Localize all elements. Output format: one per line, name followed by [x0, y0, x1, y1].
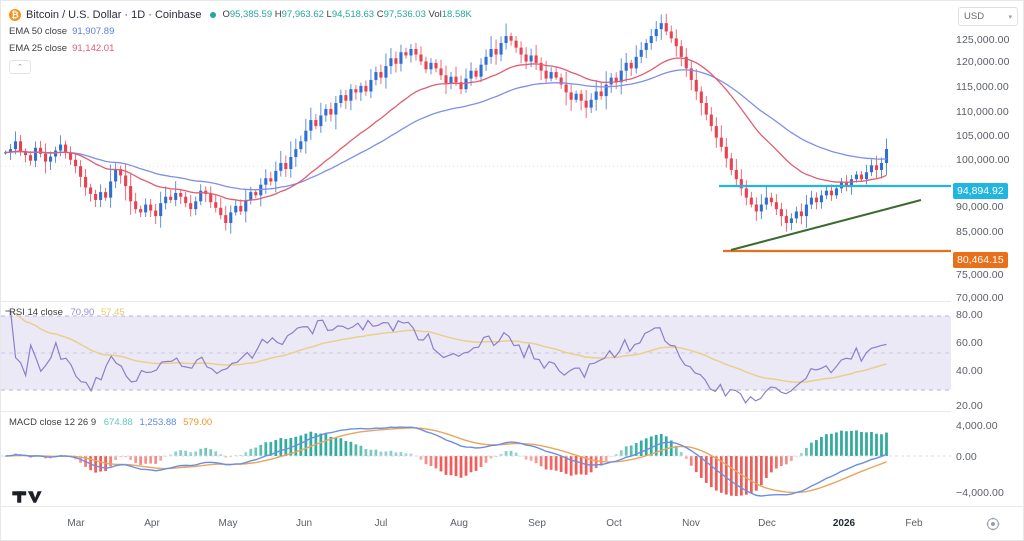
- ohlc-values: O95,385.59 H97,963.62 L94,518.63 C97,536…: [222, 9, 471, 20]
- volume-value: 18.58K: [441, 9, 472, 20]
- time-axis-tick: Sep: [528, 518, 546, 529]
- price-axis-tick: 90,000.00: [956, 201, 1004, 213]
- rsi-axis-tick: 60.00: [956, 337, 983, 349]
- rsi-pane[interactable]: [1, 302, 951, 410]
- ema-50-line: [5, 69, 887, 191]
- macd-legend-label: MACD close 12 26 9: [9, 417, 97, 428]
- ohlc-open-value: 95,385.59: [229, 9, 273, 20]
- price-axis-tick: 70,000.00: [956, 292, 1004, 304]
- price-badge-support[interactable]: 80,464.15: [953, 252, 1008, 268]
- ema50-label: EMA 50 close: [9, 26, 68, 37]
- time-axis-tick: Jul: [374, 518, 388, 529]
- rsi-line: [5, 310, 887, 404]
- chart-legend: ₿ Bitcoin / U.S. Dollar · 1D · Coinbase …: [9, 7, 472, 74]
- candlestick-series: [3, 13, 889, 234]
- macd-axis-tick: 4,000.00: [956, 420, 998, 432]
- macd-legend[interactable]: MACD close 12 26 9 674.88 1,253.88 579.0…: [9, 417, 212, 428]
- macd-axis-tick: 0.00: [956, 451, 977, 463]
- time-axis-tick: Apr: [144, 518, 160, 529]
- rsi-axis-tick: 40.00: [956, 365, 983, 377]
- price-axis-tick: 125,000.00: [956, 34, 1010, 46]
- ohlc-high-label: H: [274, 9, 282, 20]
- macd-line: [5, 426, 887, 497]
- macd-chart-svg: [1, 426, 951, 497]
- currency-selector[interactable]: USD ▾: [958, 7, 1018, 26]
- rsi-moving-average-line: [5, 310, 887, 383]
- crosshair-settings-glyph: [986, 517, 1000, 531]
- volume-label: Vol: [428, 9, 442, 20]
- ohlc-close-value: 97,536.03: [383, 9, 426, 20]
- rsi-axis-tick: 80.00: [956, 309, 983, 321]
- ohlc-close-label: C: [376, 9, 384, 20]
- legend-symbol-row[interactable]: ₿ Bitcoin / U.S. Dollar · 1D · Coinbase …: [9, 7, 472, 22]
- price-axis-tick: 100,000.00: [956, 154, 1010, 166]
- legend-ema25-row[interactable]: EMA 25 close 91,142.01: [9, 41, 472, 56]
- time-axis-tick: Feb: [905, 518, 923, 529]
- price-axis-tick: 115,000.00: [956, 81, 1009, 93]
- ohlc-open-label: O: [222, 9, 230, 20]
- price-axis-tick: 120,000.00: [956, 56, 1010, 68]
- rsi-legend-label: RSI 14 close: [9, 307, 63, 318]
- currency-value: USD: [964, 11, 985, 22]
- rsi-legend[interactable]: RSI 14 close 70.90 57.45: [9, 307, 125, 318]
- ema25-label: EMA 25 close: [9, 43, 68, 54]
- price-chart-svg: [1, 13, 951, 253]
- price-axis-tick: 85,000.00: [956, 226, 1004, 238]
- price-axis-tick: 105,000.00: [956, 130, 1010, 142]
- time-axis-tick: Dec: [758, 518, 776, 529]
- macd-pane[interactable]: [1, 412, 951, 506]
- price-axis-tick: 110,000.00: [956, 106, 1009, 118]
- ohlc-low-label: L: [326, 9, 332, 20]
- macd-line-value: 1,253.88: [139, 417, 177, 428]
- symbol-title: Bitcoin / U.S. Dollar · 1D · Coinbase: [26, 8, 202, 21]
- legend-ema50-row[interactable]: EMA 50 close 91,907.89: [9, 24, 472, 39]
- price-badge-current[interactable]: 94,894.92: [953, 183, 1008, 199]
- time-axis-tick: Mar: [67, 518, 85, 529]
- bitcoin-icon: ₿: [9, 8, 21, 21]
- time-axis[interactable]: Mar Apr May Jun Jul Aug Sep Oct Nov Dec 2026 Feb: [1, 506, 1023, 540]
- crosshair-settings-icon[interactable]: [986, 517, 1000, 531]
- price-axis[interactable]: 125,000.00 120,000.00 115,000.00 110,000.00…: [951, 1, 1023, 540]
- time-axis-tick: 2026: [832, 518, 856, 529]
- macd-signal-line: [5, 427, 887, 494]
- time-axis-tick: Nov: [682, 518, 700, 529]
- price-chart-pane[interactable]: [1, 1, 951, 297]
- macd-signal-value: 579.00: [183, 417, 213, 428]
- pane-separator-rsi: [1, 301, 951, 302]
- rsi-ma-value: 57.45: [100, 307, 125, 318]
- status-dot-icon: [210, 11, 217, 18]
- time-axis-tick: Aug: [450, 518, 468, 529]
- ascending-trendline: [730, 199, 922, 251]
- pane-separator-macd: [1, 411, 951, 412]
- tradingview-logo-icon: [12, 491, 42, 503]
- ema25-value: 91,142.01: [72, 43, 115, 54]
- collapse-legend-button[interactable]: ⌃: [9, 60, 31, 74]
- macd-hist-value: 674.88: [103, 417, 133, 428]
- ema50-value: 91,907.89: [72, 26, 115, 37]
- price-axis-tick: 75,000.00: [956, 269, 1004, 281]
- ohlc-high-value: 97,963.62: [281, 9, 324, 20]
- chevron-down-icon: ▾: [1008, 13, 1012, 21]
- time-axis-tick: May: [218, 518, 238, 529]
- tradingview-logo[interactable]: [12, 488, 42, 511]
- rsi-value: 70.90: [70, 307, 95, 318]
- time-axis-tick: Jun: [295, 518, 313, 529]
- ema-25-line: [5, 57, 887, 202]
- macd-axis-tick: −4,000.00: [956, 487, 1004, 499]
- time-axis-tick: Oct: [606, 518, 622, 529]
- rsi-axis-tick: 20.00: [956, 400, 983, 412]
- ohlc-low-value: 94,518.63: [331, 9, 375, 20]
- rsi-chart-svg: [1, 310, 951, 404]
